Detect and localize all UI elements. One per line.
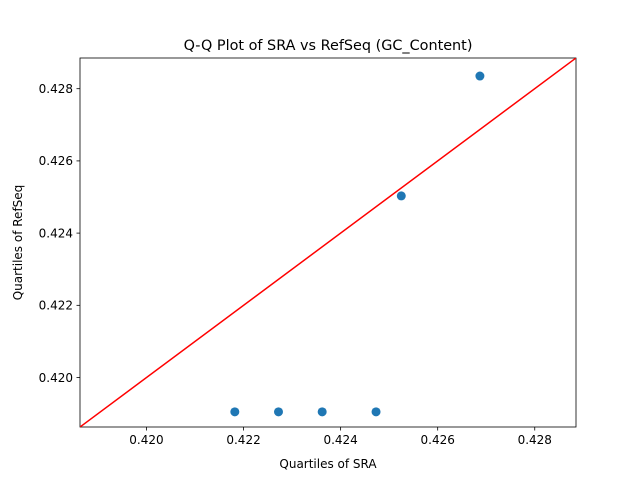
y-tick-label: 0.420	[39, 371, 73, 385]
chart-title: Q-Q Plot of SRA vs RefSeq (GC_Content)	[184, 38, 473, 54]
x-tick-label: 0.420	[129, 433, 163, 447]
data-point	[371, 407, 381, 417]
data-point	[396, 191, 406, 201]
x-axis-title: Quartiles of SRA	[279, 457, 377, 471]
y-tick-label: 0.424	[39, 226, 73, 240]
y-tick-label: 0.428	[39, 82, 73, 96]
plot-area	[79, 57, 577, 428]
reference-line	[80, 58, 576, 427]
data-point	[273, 407, 283, 417]
y-tick-label: 0.422	[39, 299, 73, 313]
x-tick-label: 0.422	[226, 433, 260, 447]
data-point	[317, 407, 327, 417]
y-axis-title: Quartiles of RefSeq	[11, 185, 25, 301]
y-tick-label: 0.426	[39, 154, 73, 168]
data-point	[230, 407, 240, 417]
x-tick-label: 0.428	[518, 433, 552, 447]
x-tick-label: 0.424	[323, 433, 357, 447]
data-point	[475, 71, 485, 81]
x-tick-label: 0.426	[421, 433, 455, 447]
